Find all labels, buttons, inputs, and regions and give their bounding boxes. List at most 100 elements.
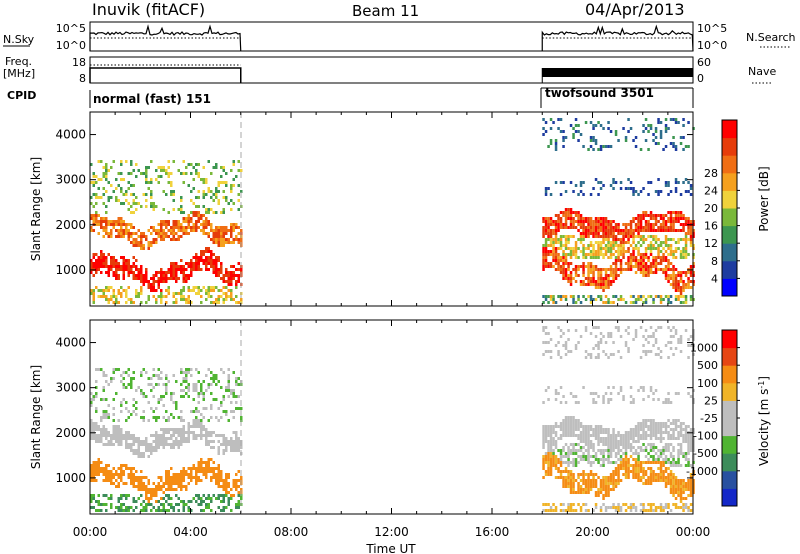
power-heatmap-cell [607, 220, 610, 223]
velocity-heatmap-cell [559, 401, 563, 404]
velocity-heatmap-cell [152, 410, 155, 413]
velocity-heatmap-cell [187, 389, 190, 392]
velocity-heatmap-cell [187, 425, 190, 428]
velocity-heatmap-cell [567, 422, 570, 425]
power-heatmap-cell [115, 265, 118, 268]
velocity-heatmap-cell [554, 389, 558, 392]
velocity-heatmap-cell [195, 410, 198, 413]
velocity-heatmap-cell [200, 458, 203, 461]
power-colorbar-tick-label: 28 [704, 167, 718, 180]
velocity-heatmap-cell [572, 446, 575, 449]
velocity-heatmap-cell [197, 419, 200, 422]
velocity-heatmap-cell [235, 401, 238, 404]
velocity-heatmap-cell [692, 353, 695, 356]
power-heatmap-cell [612, 187, 615, 190]
power-heatmap-cell [117, 223, 120, 226]
velocity-heatmap-cell [544, 470, 548, 473]
velocity-heatmap-cell [547, 425, 550, 428]
power-heatmap-cell [237, 226, 240, 229]
velocity-heatmap-cell [122, 503, 125, 506]
velocity-heatmap-cell [182, 473, 185, 476]
power-heatmap-cell [592, 274, 595, 277]
velocity-heatmap-cell [627, 506, 630, 509]
velocity-heatmap-cell [624, 431, 628, 434]
power-heatmap-cell [642, 271, 645, 274]
power-heatmap-cell [597, 274, 600, 277]
velocity-heatmap-cell [564, 476, 568, 479]
velocity-heatmap-cell [232, 494, 235, 497]
velocity-heatmap-cell [162, 503, 165, 506]
velocity-heatmap-cell [677, 479, 680, 482]
velocity-heatmap-cell [692, 458, 695, 461]
velocity-heatmap-cell [607, 488, 610, 491]
power-heatmap-cell [619, 229, 623, 232]
power-heatmap-cell [155, 289, 158, 292]
velocity-heatmap-cell [155, 500, 158, 503]
power-heatmap-cell [195, 163, 198, 166]
power-heatmap-cell [547, 223, 550, 226]
power-heatmap-cell [557, 256, 560, 259]
velocity-heatmap-cell [187, 368, 190, 371]
power-heatmap-cell [604, 274, 608, 277]
velocity-heatmap-cell [162, 416, 165, 419]
velocity-heatmap-cell [564, 422, 568, 425]
velocity-colorbar-tick-label: 1000 [690, 342, 718, 355]
velocity-heatmap-cell [157, 482, 160, 485]
velocity-heatmap-cell [120, 476, 123, 479]
power-heatmap-cell [687, 220, 690, 223]
velocity-heatmap-cell [185, 440, 188, 443]
power-heatmap-cell [594, 298, 598, 301]
time-tick-label: 00:00 [73, 525, 108, 539]
velocity-heatmap-cell [107, 416, 110, 419]
velocity-heatmap-cell [617, 503, 620, 506]
power-heatmap-cell [117, 268, 120, 271]
power-heatmap-cell [92, 262, 95, 265]
power-heatmap-cell [637, 265, 640, 268]
velocity-heatmap-cell [634, 470, 638, 473]
power-heatmap-cell [127, 172, 130, 175]
power-heatmap-cell [225, 199, 228, 202]
power-heatmap-cell [629, 244, 633, 247]
velocity-heatmap-cell [562, 455, 565, 458]
velocity-heatmap-cell [155, 434, 158, 437]
velocity-ytick-label: 4000 [55, 336, 86, 350]
velocity-heatmap-cell [597, 443, 600, 446]
velocity-heatmap-cell [604, 482, 608, 485]
power-heatmap-cell [202, 259, 205, 262]
power-heatmap-cell [684, 295, 688, 298]
power-heatmap-cell [147, 298, 150, 301]
velocity-heatmap-cell [689, 428, 693, 431]
velocity-heatmap-cell [212, 431, 215, 434]
power-heatmap-cell [569, 277, 573, 280]
velocity-heatmap-cell [220, 401, 223, 404]
noise-right-tick-bottom: 10^0 [697, 39, 727, 52]
power-heatmap-cell [562, 211, 565, 214]
power-heatmap-cell [672, 211, 675, 214]
power-heatmap-cell [547, 145, 550, 148]
power-heatmap-cell [692, 235, 695, 238]
velocity-ytick-label: 2000 [55, 426, 86, 440]
power-heatmap-cell [215, 226, 218, 229]
velocity-heatmap-cell [617, 464, 620, 467]
velocity-heatmap-cell [647, 434, 650, 437]
velocity-heatmap-cell [637, 455, 640, 458]
velocity-heatmap-cell [574, 461, 578, 464]
power-heatmap-cell [542, 265, 545, 268]
power-heatmap-cell [197, 286, 200, 289]
power-heatmap-cell [682, 229, 685, 232]
velocity-heatmap-cell [579, 431, 583, 434]
power-heatmap-cell [205, 208, 208, 211]
velocity-heatmap-cell [160, 440, 163, 443]
power-heatmap-cell [132, 184, 135, 187]
power-heatmap-cell [155, 271, 158, 274]
power-heatmap-cell [147, 280, 150, 283]
velocity-heatmap-cell [92, 434, 95, 437]
power-heatmap-cell [137, 271, 140, 274]
velocity-heatmap-cell [235, 395, 238, 398]
power-heatmap-cell [559, 130, 563, 133]
power-heatmap-cell [617, 238, 620, 241]
noise-traces [89, 24, 694, 52]
velocity-heatmap-cell [107, 383, 110, 386]
power-heatmap-cell [672, 274, 675, 277]
velocity-heatmap-cell [682, 440, 685, 443]
